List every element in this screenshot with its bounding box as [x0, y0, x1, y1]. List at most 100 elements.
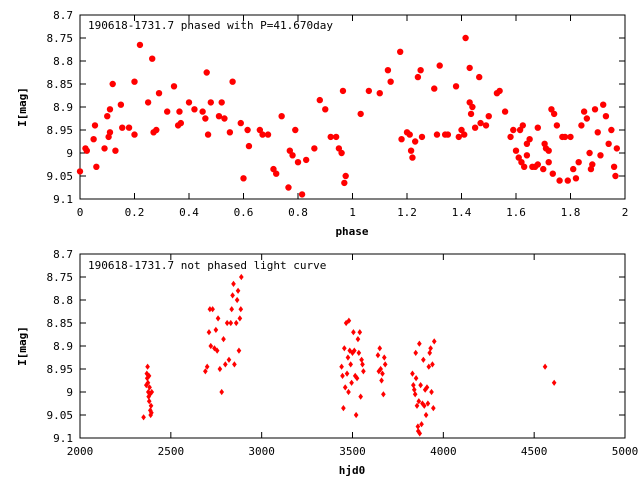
x-tick-label: 1.6: [506, 206, 526, 219]
data-point: [421, 356, 426, 363]
data-point: [228, 319, 234, 327]
data-point: [223, 361, 228, 368]
data-point: [340, 372, 345, 379]
x-tick-label: 5000: [612, 445, 639, 458]
data-point: [203, 368, 208, 375]
x-axis-title: phase: [335, 225, 368, 238]
data-point: [289, 152, 296, 159]
data-point: [145, 363, 150, 370]
data-point: [286, 147, 294, 154]
y-tick-label: 9: [66, 147, 73, 160]
data-point: [117, 101, 125, 108]
data-point: [556, 177, 563, 184]
data-point: [176, 108, 183, 115]
data-point: [575, 158, 582, 166]
data-point: [358, 393, 364, 400]
data-point: [141, 414, 146, 421]
data-point: [431, 338, 437, 345]
data-point: [548, 106, 555, 113]
data-point: [600, 101, 607, 108]
data-point: [378, 365, 383, 373]
data-point: [496, 87, 503, 95]
y-tick-label: 8.9: [53, 340, 73, 353]
data-point: [485, 112, 492, 120]
data-point: [507, 133, 514, 141]
data-point: [482, 122, 490, 129]
data-point: [476, 73, 483, 81]
y-tick-label: 8.9: [53, 101, 73, 114]
data-point: [411, 386, 417, 393]
data-point: [455, 133, 462, 141]
data-point: [343, 319, 349, 327]
y-tick-label: 9.05: [47, 170, 74, 183]
data-point: [471, 124, 479, 131]
data-point: [414, 402, 420, 409]
data-point: [322, 106, 329, 113]
data-point: [229, 78, 236, 85]
data-point: [380, 370, 385, 377]
data-point: [215, 112, 223, 120]
data-point: [586, 149, 593, 157]
data-point: [355, 335, 361, 343]
data-point: [519, 122, 527, 129]
data-point: [236, 347, 242, 354]
data-point: [501, 108, 509, 115]
data-point: [458, 126, 465, 134]
data-point: [101, 145, 108, 152]
data-point: [298, 191, 306, 198]
data-point: [149, 55, 156, 62]
data-point: [361, 368, 366, 375]
data-point: [199, 108, 206, 115]
data-point: [376, 89, 383, 97]
data-point: [238, 306, 244, 313]
data-point: [462, 34, 469, 42]
data-point: [149, 409, 154, 416]
data-point: [359, 356, 364, 363]
data-point: [387, 78, 394, 85]
y-tick-label: 8.95: [47, 124, 74, 137]
data-point: [414, 73, 422, 81]
data-point: [91, 122, 99, 129]
data-point: [411, 381, 416, 389]
data-point: [452, 83, 460, 90]
data-point: [146, 398, 152, 405]
data-point: [270, 165, 277, 173]
data-point: [147, 384, 152, 391]
data-point: [153, 126, 160, 134]
data-point: [221, 115, 228, 122]
data-point: [136, 41, 144, 49]
data-point: [245, 142, 253, 150]
data-point: [550, 110, 558, 118]
data-point: [379, 377, 384, 384]
data-point: [591, 106, 599, 113]
x-tick-label: 1.2: [397, 206, 417, 219]
data-point: [170, 83, 178, 90]
x-tick-label: 1.8: [561, 206, 581, 219]
data-point: [567, 133, 574, 141]
data-points: [141, 273, 557, 437]
data-point: [418, 133, 426, 141]
data-point: [341, 404, 346, 412]
data-point: [346, 388, 351, 396]
y-tick-label: 8.75: [47, 271, 74, 284]
data-point: [215, 315, 221, 322]
data-point: [516, 126, 524, 134]
chart-title: 190618-1731.7 phased with P=41.670day: [88, 19, 333, 32]
data-point: [365, 87, 373, 95]
data-point: [316, 96, 323, 104]
data-point: [219, 388, 225, 396]
data-point: [146, 372, 152, 380]
data-point: [327, 133, 334, 141]
data-point: [347, 347, 353, 354]
data-point: [338, 149, 345, 157]
data-point: [429, 388, 434, 396]
data-point: [608, 126, 615, 134]
data-point: [339, 87, 347, 95]
data-point: [238, 273, 244, 281]
data-point: [235, 287, 241, 294]
data-point: [398, 135, 405, 143]
data-point: [204, 363, 210, 370]
data-point: [93, 163, 100, 170]
data-point: [232, 361, 237, 368]
